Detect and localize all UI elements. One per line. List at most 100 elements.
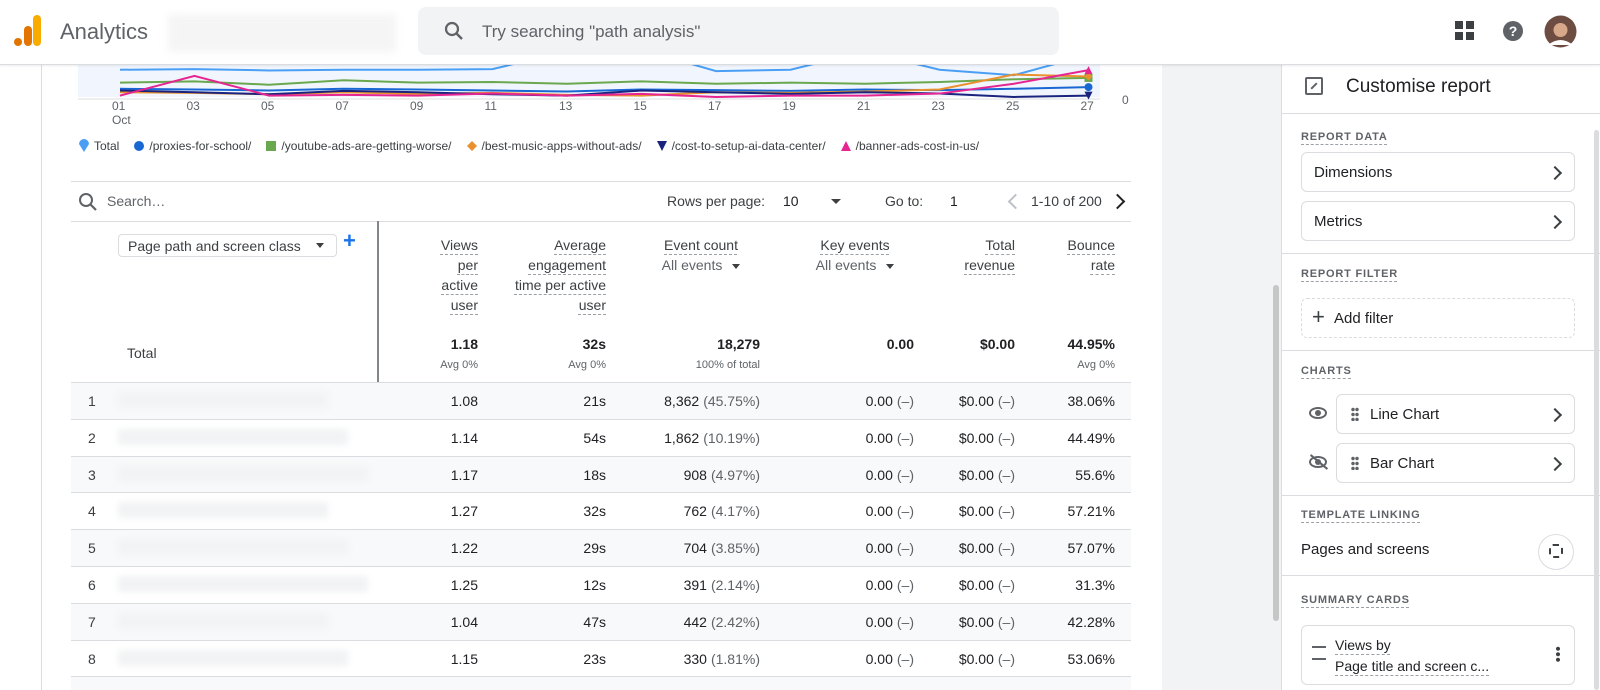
total-value: 0.00 <box>886 336 914 352</box>
section-heading: REPORT DATA <box>1301 131 1388 143</box>
visibility-icon[interactable] <box>1309 407 1327 419</box>
cell-share: (–) <box>997 393 1015 409</box>
dimension-chip[interactable]: Page path and screen class <box>118 234 337 257</box>
column-header[interactable]: Views per active user <box>424 235 478 315</box>
link-button[interactable] <box>1538 534 1574 570</box>
cell-share: (45.75%) <box>703 393 760 409</box>
series-line <box>119 76 1089 86</box>
legend-label[interactable]: Total <box>94 139 120 153</box>
cell-share: (–) <box>896 429 914 446</box>
legend-marker <box>656 141 667 151</box>
legend-label[interactable]: /youtube-ads-are-getting-worse/ <box>281 139 452 153</box>
legend-marker <box>79 139 89 152</box>
column-header[interactable]: Key events All events <box>796 235 914 275</box>
cell-share: (–) <box>896 613 914 630</box>
next-page[interactable] <box>1109 193 1126 210</box>
card-line: Page title and screen c... <box>1335 658 1490 674</box>
column-title[interactable]: Views per active user <box>440 237 478 313</box>
more-icon[interactable] <box>1556 646 1560 662</box>
section-heading: CHARTS <box>1301 365 1352 377</box>
panel-divider <box>1282 495 1600 496</box>
add-dimension[interactable]: + <box>343 228 356 253</box>
column-filter[interactable]: All events <box>642 255 760 275</box>
table-cell: 704 (3.85%) <box>684 540 760 556</box>
cell-value: $0.00 <box>958 466 994 483</box>
column-header[interactable]: Average engagement time per active user <box>510 235 606 315</box>
drag-handle <box>1351 407 1359 421</box>
apps-icon[interactable] <box>1455 21 1475 41</box>
legend-marker <box>840 141 851 151</box>
table-cell: 0.00 (–) <box>866 540 914 556</box>
rows-per-page-value[interactable]: 10 <box>783 193 799 209</box>
legend-label[interactable]: /banner-ads-cost-in-us/ <box>855 139 980 153</box>
table-cell: 53.06% <box>1067 650 1115 667</box>
table-cell: 42.28% <box>1067 613 1115 630</box>
total-note: 100% of total <box>695 359 760 371</box>
product-name: Analytics <box>60 19 149 44</box>
column-title[interactable]: Event count <box>664 237 738 253</box>
blurred-account <box>168 14 396 52</box>
column-title[interactable]: Bounce rate <box>1067 237 1115 273</box>
cell-share: (–) <box>997 577 1015 593</box>
x-tick-label: 21 <box>857 99 871 113</box>
table-search-placeholder[interactable]: Search… <box>107 193 166 209</box>
table-cell: 1.08 <box>450 393 478 409</box>
add-filter[interactable]: + Add filter <box>1301 298 1575 338</box>
cell-share: (–) <box>997 613 1015 630</box>
cell-value: 1,862 <box>664 429 700 446</box>
column-title[interactable]: Key events <box>820 237 890 253</box>
table-cell: 12s <box>583 577 606 593</box>
column-title[interactable]: Average engagement time per active user <box>514 237 606 313</box>
total-note: Avg 0% <box>1077 359 1115 371</box>
search-box[interactable]: Try searching "path analysis" <box>418 7 1059 55</box>
legend-label[interactable]: /proxies-for-school/ <box>149 139 252 153</box>
column-header[interactable]: Bounce rate <box>1059 235 1115 275</box>
row-index: 2 <box>88 429 96 446</box>
card-line: Views by <box>1335 637 1391 653</box>
table-cell: 21s <box>583 393 606 409</box>
table-cell: $0.00 (–) <box>959 614 1015 630</box>
top-bar: Analytics Try searching "path analysis" … <box>0 0 1600 65</box>
panel-item[interactable]: Metrics <box>1301 201 1575 241</box>
panel-title: Customise report <box>1346 76 1491 97</box>
cell-share: (–) <box>997 650 1015 667</box>
total-label: Total <box>127 345 157 361</box>
column-header[interactable]: Event count All events <box>642 235 760 275</box>
table-cell: 57.21% <box>1067 503 1115 520</box>
panel-item[interactable]: Line Chart <box>1336 394 1575 434</box>
cell-value: 0.00 <box>865 429 893 446</box>
x-tick-label: 15 <box>633 99 647 113</box>
legend-marker <box>134 141 145 151</box>
cell-share: (–) <box>997 503 1015 520</box>
cell-value: $0.00 <box>958 503 994 520</box>
cell-share: (–) <box>997 540 1015 557</box>
chevron <box>1547 165 1563 181</box>
cell-share: (–) <box>896 503 914 520</box>
legend-label[interactable]: /cost-to-setup-ai-data-center/ <box>671 139 826 153</box>
table-cell: 1.25 <box>450 577 478 593</box>
table-cell: 1,862 (10.19%) <box>664 430 760 446</box>
avatar[interactable] <box>1544 15 1577 48</box>
panel-divider <box>1282 350 1600 351</box>
table-cell: 0.00 (–) <box>866 430 914 446</box>
total-value: 32s <box>582 336 606 352</box>
add-filter-label: Add filter <box>1334 310 1394 327</box>
panel-item[interactable]: Dimensions <box>1301 152 1575 192</box>
blurred-page-path <box>118 539 348 556</box>
cell-share: (4.97%) <box>710 466 760 483</box>
panel-item[interactable]: Bar Chart <box>1336 443 1575 483</box>
summary-card[interactable]: Views by Page title and screen c... <box>1301 625 1575 685</box>
help-icon[interactable]: ? <box>1502 20 1524 42</box>
legend-label[interactable]: /best-music-apps-without-ads/ <box>481 139 642 153</box>
left-gutter <box>0 0 42 690</box>
column-filter[interactable]: All events <box>796 255 914 275</box>
column-header[interactable]: Total revenue <box>955 235 1015 275</box>
table-row <box>71 676 1131 690</box>
panel-divider <box>1282 113 1600 114</box>
prev-page[interactable] <box>1007 193 1024 210</box>
goto-value[interactable]: 1 <box>950 193 958 209</box>
cell-share: (–) <box>896 393 914 409</box>
column-title[interactable]: Total revenue <box>964 237 1015 273</box>
legend-marker <box>466 141 477 151</box>
total-value: 44.95% <box>1067 336 1115 352</box>
